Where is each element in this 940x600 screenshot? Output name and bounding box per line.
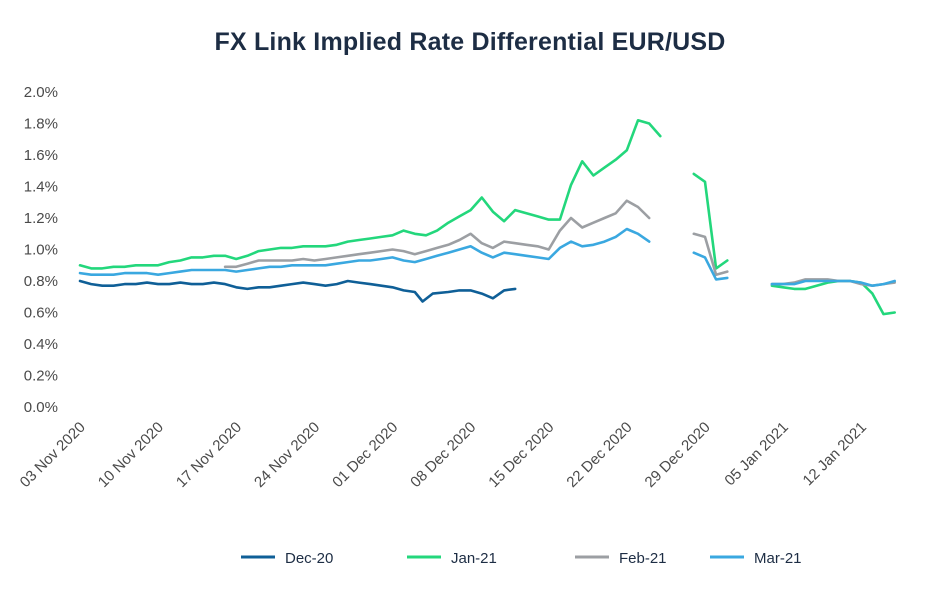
series-line-segment — [78, 227, 651, 277]
series-lines — [78, 119, 897, 316]
series-line-segment — [78, 119, 662, 270]
legend-label: Mar-21 — [754, 550, 802, 567]
chart-title: FX Link Implied Rate Differential EUR/US… — [214, 28, 726, 56]
x-tick-label: 29 Dec 2020 — [642, 419, 714, 491]
x-tick-label: 01 Dec 2020 — [329, 419, 401, 491]
legend-item-dec-20: Dec-20 — [241, 550, 333, 567]
y-tick-label: 1.8% — [24, 116, 58, 133]
y-tick-label: 2.0% — [24, 84, 58, 101]
series-line-segment — [692, 251, 729, 281]
legend-item-feb-21: Feb-21 — [575, 550, 667, 567]
series-line-segment — [692, 232, 729, 277]
series-line-segment — [770, 279, 897, 288]
series-dec-20 — [78, 279, 517, 303]
y-tick-label: 1.0% — [24, 242, 58, 259]
y-tick-label: 0.6% — [24, 305, 58, 322]
x-tick-label: 10 Nov 2020 — [95, 419, 167, 491]
series-line-segment — [223, 199, 651, 269]
x-tick-label: 03 Nov 2020 — [17, 419, 89, 491]
y-tick-label: 0.8% — [24, 273, 58, 290]
x-tick-label: 22 Dec 2020 — [563, 419, 635, 491]
y-tick-label: 0.4% — [24, 336, 58, 353]
y-tick-label: 0.2% — [24, 368, 58, 385]
y-axis: 0.0% 0.2% 0.4% 0.6% 0.8% 1.0% 1.2% 1.4% 1.6% 1.8%… — [24, 84, 58, 416]
x-tick-label: 24 Nov 2020 — [251, 419, 323, 491]
y-tick-label: 1.4% — [24, 179, 58, 196]
legend-label: Jan-21 — [451, 550, 497, 567]
x-axis: 03 Nov 2020 10 Nov 2020 17 Nov 2020 24 Nov … — [17, 419, 870, 491]
y-tick-label: 1.2% — [24, 210, 58, 227]
legend-label: Dec-20 — [285, 550, 333, 567]
series-line-segment — [78, 279, 517, 303]
y-tick-label: 1.6% — [24, 147, 58, 164]
series-mar-21 — [78, 227, 897, 288]
y-tick-label: 0.0% — [24, 399, 58, 416]
legend: Dec-20 Jan-21 Feb-21 Mar-21 — [241, 550, 802, 567]
x-tick-label: 12 Jan 2021 — [800, 419, 870, 489]
x-tick-label: 15 Dec 2020 — [485, 419, 557, 491]
legend-label: Feb-21 — [619, 550, 667, 567]
legend-item-mar-21: Mar-21 — [710, 550, 802, 567]
series-feb-21 — [223, 199, 897, 288]
x-tick-label: 17 Nov 2020 — [173, 419, 245, 491]
series-line-segment — [692, 172, 729, 270]
x-tick-label: 08 Dec 2020 — [407, 419, 479, 491]
legend-item-jan-21: Jan-21 — [407, 550, 497, 567]
x-tick-label: 05 Jan 2021 — [721, 419, 791, 489]
